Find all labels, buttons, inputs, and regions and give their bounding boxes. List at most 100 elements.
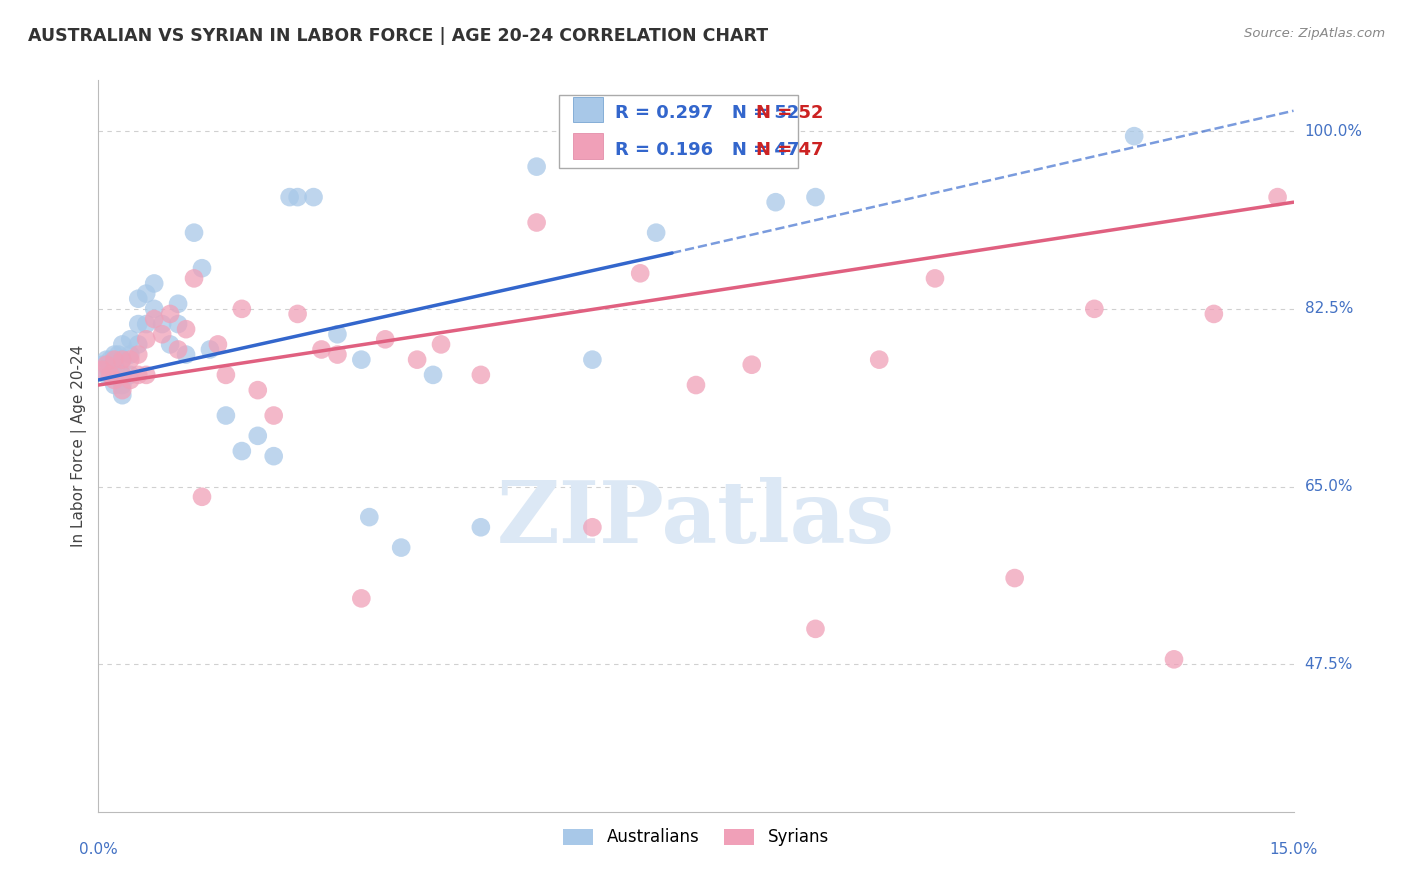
Point <box>198 343 221 357</box>
Point <box>96 358 118 372</box>
Point <box>135 317 157 331</box>
Point <box>183 226 205 240</box>
Point <box>628 266 651 280</box>
Bar <box>572 96 603 122</box>
Point <box>287 307 309 321</box>
Point <box>120 352 142 367</box>
Point <box>215 368 238 382</box>
Point <box>111 352 134 367</box>
Point <box>111 368 134 382</box>
Point <box>120 332 142 346</box>
Point <box>127 292 149 306</box>
Text: 47.5%: 47.5% <box>1305 657 1353 672</box>
Point <box>120 368 142 382</box>
Point <box>246 429 269 443</box>
Point <box>96 352 118 367</box>
Point <box>526 215 548 229</box>
Point <box>406 352 429 367</box>
Point <box>685 378 707 392</box>
Point <box>174 347 197 362</box>
Point <box>159 307 181 321</box>
Point <box>127 368 149 382</box>
Point <box>231 301 253 316</box>
Text: 15.0%: 15.0% <box>1270 842 1317 857</box>
Point <box>167 297 190 311</box>
Point <box>389 541 412 555</box>
Point <box>765 195 787 210</box>
Text: R = 0.196   N = 47: R = 0.196 N = 47 <box>614 141 799 159</box>
Bar <box>572 133 603 159</box>
Point <box>167 317 190 331</box>
Point <box>127 317 149 331</box>
FancyBboxPatch shape <box>558 95 797 168</box>
Point <box>120 373 142 387</box>
Point <box>350 352 373 367</box>
Point <box>150 327 173 342</box>
Point <box>103 378 125 392</box>
Point <box>135 332 157 346</box>
Point <box>422 368 444 382</box>
Point <box>263 409 285 423</box>
Point <box>804 622 827 636</box>
Point <box>302 190 325 204</box>
Point <box>96 368 118 382</box>
Point <box>1083 301 1105 316</box>
Point <box>1202 307 1225 321</box>
Point <box>246 383 269 397</box>
Point <box>103 368 125 382</box>
Legend: Australians, Syrians: Australians, Syrians <box>555 820 837 855</box>
Text: N = 47: N = 47 <box>756 141 824 159</box>
Text: AUSTRALIAN VS SYRIAN IN LABOR FORCE | AGE 20-24 CORRELATION CHART: AUSTRALIAN VS SYRIAN IN LABOR FORCE | AG… <box>28 27 768 45</box>
Point <box>135 368 157 382</box>
Text: 0.0%: 0.0% <box>79 842 118 857</box>
Point <box>263 449 285 463</box>
Point <box>374 332 396 346</box>
Point <box>103 373 125 387</box>
Point <box>143 301 166 316</box>
Point <box>143 277 166 291</box>
Point <box>91 358 114 372</box>
Text: N = 52: N = 52 <box>756 104 824 122</box>
Text: R = 0.297   N = 52: R = 0.297 N = 52 <box>614 104 799 122</box>
Point <box>103 347 125 362</box>
Point <box>470 520 492 534</box>
Point <box>645 226 668 240</box>
Point <box>143 312 166 326</box>
Point <box>804 190 827 204</box>
Text: 100.0%: 100.0% <box>1305 124 1362 138</box>
Point <box>581 352 603 367</box>
Point <box>103 352 125 367</box>
Point <box>1267 190 1289 204</box>
Point <box>191 490 214 504</box>
Point <box>174 322 197 336</box>
Point <box>120 347 142 362</box>
Point <box>326 347 349 362</box>
Point <box>98 368 122 382</box>
Point <box>581 520 603 534</box>
Point <box>430 337 453 351</box>
Y-axis label: In Labor Force | Age 20-24: In Labor Force | Age 20-24 <box>72 345 87 547</box>
Point <box>111 337 134 351</box>
Text: 82.5%: 82.5% <box>1305 301 1353 317</box>
Point <box>868 352 890 367</box>
Point <box>111 383 134 397</box>
Point <box>127 337 149 351</box>
Point <box>98 368 122 382</box>
Text: Source: ZipAtlas.com: Source: ZipAtlas.com <box>1244 27 1385 40</box>
Point <box>311 343 333 357</box>
Point <box>183 271 205 285</box>
Point <box>1004 571 1026 585</box>
Text: 65.0%: 65.0% <box>1305 479 1353 494</box>
Point <box>470 368 492 382</box>
Point <box>111 378 134 392</box>
Text: ZIPatlas: ZIPatlas <box>496 477 896 561</box>
Point <box>231 444 253 458</box>
Point <box>159 337 181 351</box>
Point <box>191 261 214 276</box>
Point <box>350 591 373 606</box>
Point <box>924 271 946 285</box>
Point <box>326 327 349 342</box>
Point <box>111 388 134 402</box>
Point <box>287 190 309 204</box>
Point <box>278 190 301 204</box>
